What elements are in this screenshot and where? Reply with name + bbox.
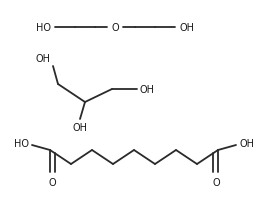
Text: HO: HO (14, 138, 29, 148)
Text: OH: OH (36, 54, 51, 64)
Text: O: O (111, 23, 119, 33)
Text: OH: OH (239, 138, 254, 148)
Text: OH: OH (179, 23, 194, 33)
Text: HO: HO (36, 23, 51, 33)
Text: O: O (212, 177, 220, 187)
Text: O: O (48, 177, 56, 187)
Text: OH: OH (140, 85, 155, 94)
Text: OH: OH (73, 122, 87, 132)
